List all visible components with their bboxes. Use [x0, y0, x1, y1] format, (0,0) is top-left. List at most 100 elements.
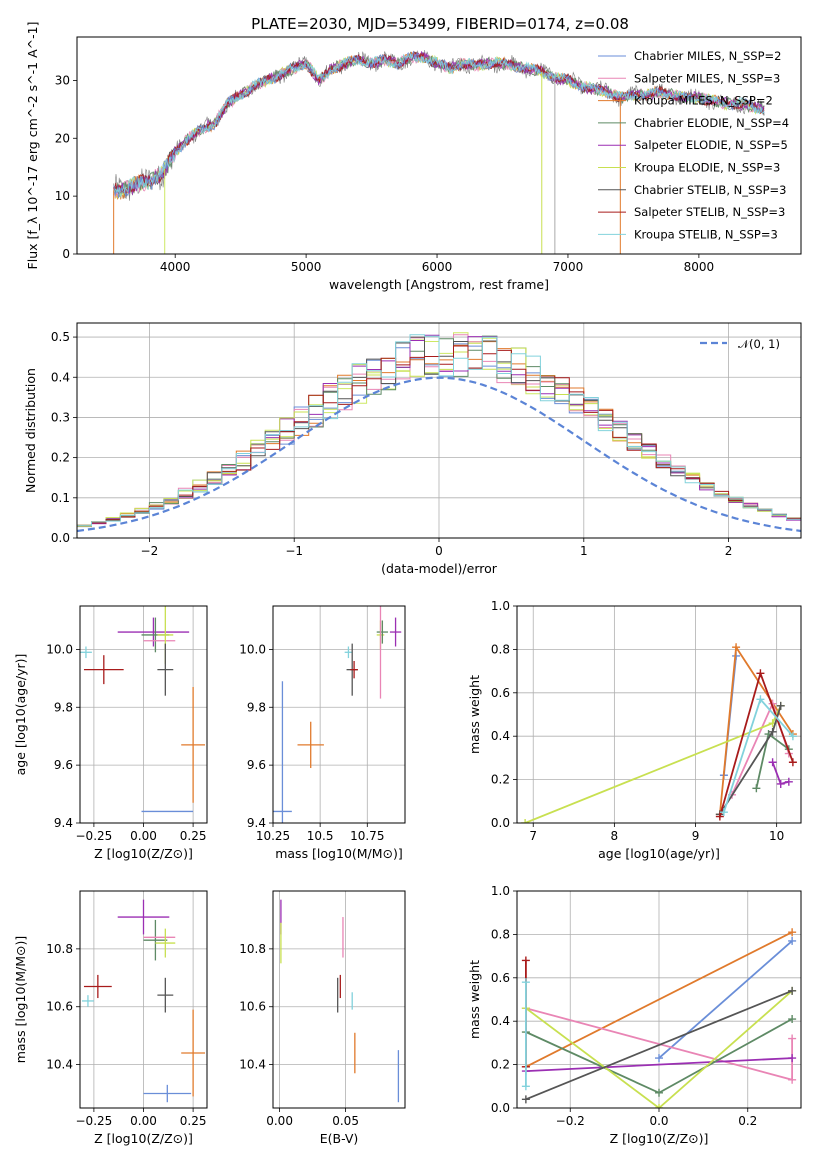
weight-marker	[788, 1034, 797, 1043]
y-tick-label: 0.2	[491, 773, 510, 787]
errorbar-point	[143, 919, 168, 961]
legend-entry: Kroupa STELIB, N_SSP=3	[634, 227, 778, 241]
weight-marker	[788, 1054, 797, 1063]
panel-weight_vs_age: 7 8 9 10 0.0 0.2 0.4 0.6 0.8 1.0 age [log10(age/yr…	[467, 599, 802, 861]
weight-marker	[756, 669, 765, 678]
y-tick-label: 0.4	[51, 370, 70, 384]
x-tick-label: 5000	[291, 260, 322, 274]
errorbar-point	[80, 646, 92, 659]
weight-marker	[788, 1075, 797, 1084]
weight-marker	[788, 928, 797, 937]
legend-entry: 𝒩(0, 1)	[738, 337, 780, 351]
y-tick-label: 0.0	[51, 531, 70, 545]
errorbar-point	[273, 681, 292, 823]
panel-weight_vs_Z: −0.2 0.0 0.2 0.0 0.2 0.4 0.6 0.8 1.0 Z [log10(Z/Z…	[467, 884, 802, 1146]
y-tick-label: 9.6	[247, 758, 266, 772]
axes-frame	[79, 605, 208, 824]
errorbar-points	[81, 899, 206, 1103]
errorbar-point	[157, 977, 174, 1013]
y-tick-label: 0.5	[51, 330, 70, 344]
x-tick-label: 7	[529, 829, 537, 843]
panel-mass_vs_EBV: 0.00 0.05 10.4 10.6 10.8 E(B-V)	[239, 890, 406, 1146]
errorbar-point	[389, 617, 402, 647]
y-tick-label: 30	[55, 73, 70, 87]
normal-curve	[77, 376, 801, 533]
errorbar-point	[83, 655, 124, 685]
y-tick-label: 10.6	[46, 1000, 73, 1014]
weight-marker	[521, 1095, 530, 1104]
weight-marker	[788, 1015, 797, 1024]
y-tick-label: 0.6	[491, 686, 510, 700]
axes-frame	[76, 36, 802, 255]
errorbar-point	[83, 974, 112, 999]
weight-marker	[655, 1088, 663, 1097]
weight-series	[525, 1057, 793, 1072]
spectrum-series	[113, 53, 765, 199]
errorbar-point	[376, 620, 389, 644]
weight-series	[525, 989, 793, 1101]
weight-series	[525, 931, 793, 1068]
x-axis-label: wavelength [Angstrom, rest frame]	[329, 277, 549, 292]
errorbar-points	[273, 606, 402, 823]
errorbar-point	[155, 928, 176, 958]
weight-marker	[521, 956, 530, 965]
y-tick-label: 10	[55, 189, 70, 203]
y-axis-label: mass weight	[467, 960, 482, 1039]
histogram-steps	[77, 332, 801, 533]
weight-marker	[715, 812, 724, 821]
errorbar-point	[181, 687, 206, 803]
y-tick-label: 0.0	[491, 1101, 510, 1115]
panel-age_vs_Z: −0.25 0.00 0.25 9.4 9.6 9.8 10.0 Z [log10(Z/Z⊙)…	[13, 605, 208, 861]
weight-marker	[732, 643, 741, 652]
y-tick-label: 0.6	[491, 971, 510, 985]
legend-entry: Salpeter STELIB, N_SSP=3	[634, 205, 785, 219]
x-tick-label: −0.25	[76, 829, 113, 843]
x-tick-label: 6000	[422, 260, 453, 274]
x-tick-label: −0.25	[76, 1114, 113, 1128]
x-tick-label: 1	[580, 544, 588, 558]
y-tick-label: 0.4	[491, 729, 510, 743]
y-tick-label: 9.8	[247, 700, 266, 714]
x-tick-label: 9	[692, 829, 700, 843]
x-axis-label: Z [log10(Z/Z⊙)]	[610, 1131, 709, 1146]
x-tick-label: −0.2	[556, 1114, 585, 1128]
x-axis-label: age [log10(age/yr)]	[598, 846, 720, 861]
weight-marker	[756, 695, 765, 704]
panel-age_vs_mass: 10.25 10.5 10.75 9.4 9.6 9.8 10.0 mass [log10(M…	[239, 605, 406, 861]
axes-frame	[272, 890, 406, 1109]
weight-marker	[788, 936, 797, 945]
errorbar-point	[117, 617, 190, 647]
weight-marker	[521, 1082, 530, 1091]
weight-marker	[655, 1054, 663, 1063]
errorbar-point	[181, 1009, 206, 1097]
legend-entry: Salpeter MILES, N_SSP=3	[634, 71, 780, 85]
x-tick-label: 10.25	[256, 829, 290, 843]
y-tick-label: 9.4	[247, 816, 266, 830]
x-axis-label: Z [log10(Z/Z⊙)]	[94, 846, 193, 861]
y-tick-label: 10.4	[239, 1058, 266, 1072]
x-axis-label: E(B-V)	[320, 1131, 359, 1146]
axes-frame	[516, 605, 802, 824]
y-tick-label: 10.8	[239, 942, 266, 956]
axes-frame	[516, 890, 802, 1109]
legend-entry: Kroupa ELODIE, N_SSP=3	[634, 161, 780, 175]
x-tick-label: 0.00	[130, 1114, 157, 1128]
axes-frame	[76, 322, 802, 539]
y-tick-label: 9.8	[54, 700, 73, 714]
y-tick-label: 10.4	[46, 1058, 73, 1072]
errorbar-point	[157, 643, 174, 696]
y-axis-label: Normed distribution	[23, 368, 38, 493]
y-tick-label: 0.8	[491, 642, 510, 656]
x-tick-label: 10.75	[350, 829, 384, 843]
y-tick-label: 0.2	[51, 451, 70, 465]
histogram-series	[77, 334, 801, 527]
weight-marker	[521, 819, 530, 823]
x-tick-label: −2	[141, 544, 159, 558]
weight-marker	[768, 758, 777, 767]
x-tick-label: −1	[285, 544, 303, 558]
errorbar-point	[344, 646, 353, 659]
x-tick-label: 10	[769, 829, 784, 843]
x-axis-label: Z [log10(Z/Z⊙)]	[94, 1131, 193, 1146]
axes-frame	[79, 890, 208, 1109]
